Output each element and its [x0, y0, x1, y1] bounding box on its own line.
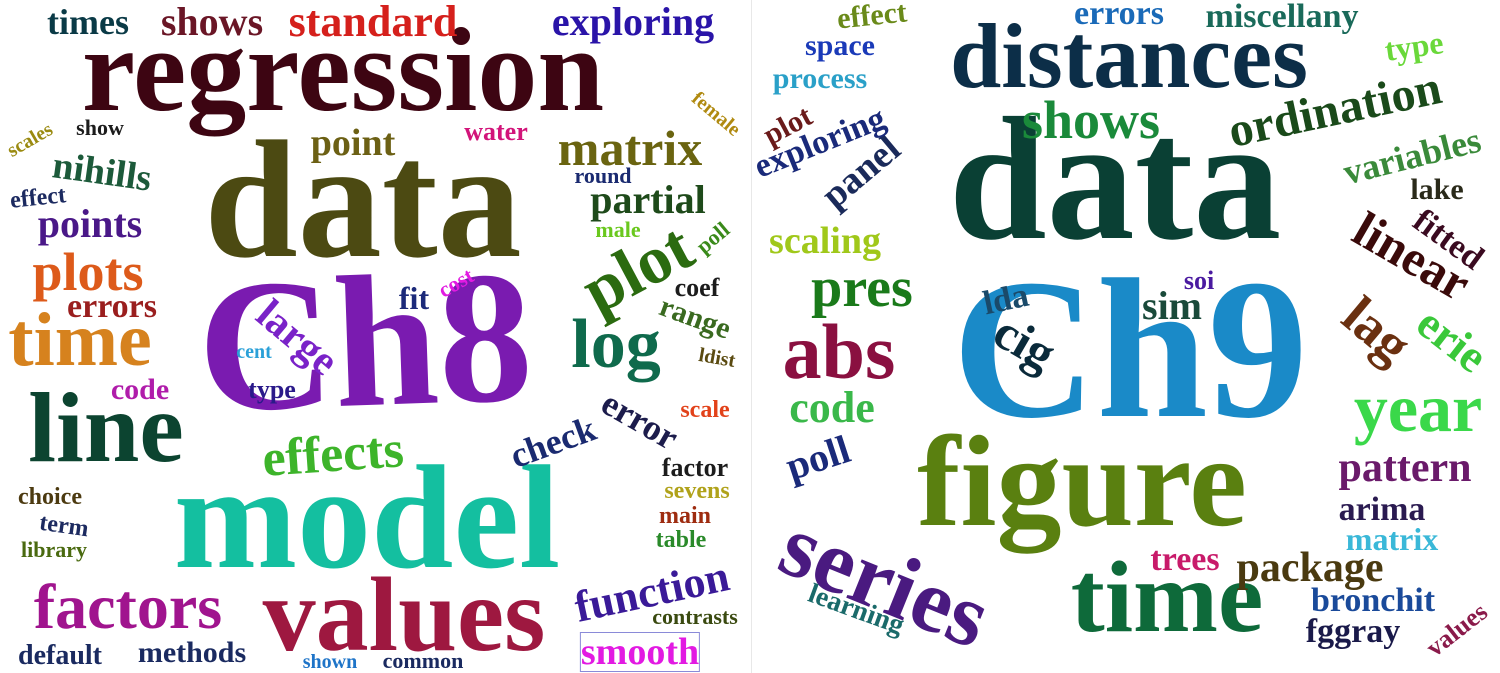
word-space: space	[805, 29, 875, 62]
word-soi: soi	[1183, 266, 1215, 295]
word-model: model	[173, 436, 561, 600]
word-errors: errors	[67, 288, 157, 325]
word-shown: shown	[302, 651, 358, 673]
word-process: process	[772, 62, 868, 95]
word-factors: factors	[33, 571, 223, 642]
word-partial: partial	[590, 177, 706, 222]
word-nihills: nihills	[49, 144, 155, 200]
word-scale: scale	[680, 397, 730, 423]
word-lag: lag	[1331, 284, 1423, 376]
word-fit: fit	[398, 280, 430, 316]
word-shows: shows	[160, 0, 264, 44]
word-common: common	[382, 648, 464, 673]
word-code: code	[789, 383, 875, 432]
word-trees: trees	[1150, 541, 1220, 578]
word-cloud-ch9: Ch9 data figure time distances series ab…	[752, 0, 1500, 673]
word-erie: erie	[1407, 296, 1498, 383]
word-year: year	[1353, 370, 1483, 446]
word-table: table	[655, 527, 707, 553]
word-data: data	[948, 82, 1282, 277]
word-times: times	[47, 2, 129, 42]
word-code: code	[110, 373, 170, 406]
word-scales: scales	[3, 118, 57, 162]
word-time: time	[1070, 541, 1264, 654]
word-type: type	[248, 375, 296, 404]
word-coef: coef	[674, 273, 720, 302]
word-pres: pres	[811, 257, 913, 319]
word-bronchit: bronchit	[1310, 582, 1436, 619]
word-poll: poll	[691, 216, 735, 259]
word-water: water	[464, 117, 528, 146]
word-lake: lake	[1410, 173, 1464, 206]
word-shows: shows	[1021, 90, 1161, 150]
word-library: library	[21, 537, 87, 562]
word-matrix: matrix	[1345, 521, 1439, 557]
word-male: male	[595, 217, 641, 242]
word-ldist: ldist	[697, 343, 737, 373]
word-distances: distances	[950, 5, 1308, 107]
word-scaling: scaling	[769, 220, 881, 262]
word-abs: abs	[782, 308, 896, 395]
word-cloud-ch8: Ch8 model data regression values line ti…	[3, 0, 745, 673]
word-methods: methods	[137, 636, 247, 669]
word-smooth[interactable]: smooth	[579, 631, 701, 673]
word-points: points	[37, 201, 143, 246]
word-point: point	[310, 122, 396, 164]
word-package: package	[1236, 545, 1384, 591]
word-time: time	[8, 298, 152, 382]
word-values: values	[262, 556, 546, 673]
panel-divider	[751, 0, 752, 673]
word-show: show	[76, 115, 124, 140]
word-effect: effect	[8, 182, 68, 214]
word-effect: effect	[835, 0, 909, 36]
word-plots: plots	[32, 242, 144, 302]
word-pattern: pattern	[1338, 445, 1472, 491]
word-choice: choice	[18, 484, 82, 510]
word-poll: poll	[780, 426, 856, 489]
word-regression: regression	[81, 3, 605, 136]
word-miscellany: miscellany	[1205, 0, 1359, 35]
word-type: type	[1382, 24, 1446, 68]
word-cent: cent	[236, 341, 272, 363]
word-standard: standard	[288, 0, 458, 46]
word-line: line	[28, 372, 184, 483]
word-data: data	[204, 107, 522, 293]
word-factor: factor	[661, 453, 729, 482]
word-exploring: exploring	[551, 0, 715, 44]
word-log: log	[571, 306, 661, 383]
word-figure: figure	[917, 410, 1247, 554]
word-arima: arima	[1338, 491, 1426, 528]
word-sim: sim	[1142, 283, 1202, 328]
word-fggray: fggray	[1305, 613, 1401, 650]
word-ch9: Ch9	[952, 239, 1308, 460]
word-contrasts: contrasts	[652, 604, 738, 629]
word-effects: effects	[260, 421, 406, 488]
word-default: default	[18, 640, 102, 671]
word-error: error	[594, 382, 686, 458]
word-errors: errors	[1074, 0, 1164, 32]
word-main: main	[658, 503, 712, 529]
word-matrix: matrix	[557, 120, 703, 176]
word-sevens: sevens	[664, 478, 730, 504]
word-round: round	[574, 163, 632, 188]
